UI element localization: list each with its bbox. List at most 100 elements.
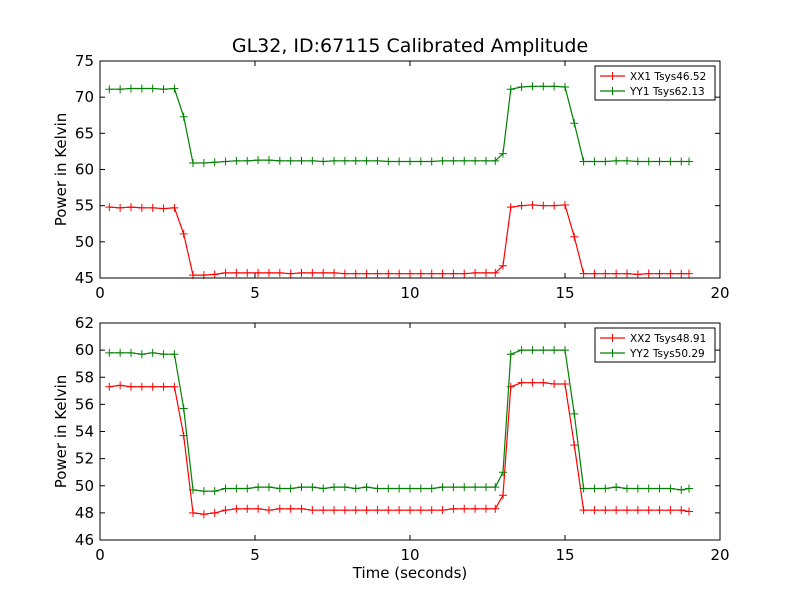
data-point-marker [297,504,306,513]
data-point-marker [179,112,188,121]
data-point-marker [655,506,664,515]
data-point-marker [148,382,157,391]
data-point-marker [427,484,436,493]
data-point-marker [297,268,306,277]
data-point-marker [221,268,230,277]
data-point-marker [340,156,349,165]
data-point-marker [221,506,230,515]
data-point-marker [491,504,500,513]
data-point-marker [570,441,579,450]
data-point-marker [685,269,693,278]
legend: XX1 Tsys46.52 YY1 Tsys62.13 [594,65,716,101]
data-point-marker [210,270,219,279]
data-point-marker [179,404,188,413]
data-point-marker [351,156,360,165]
data-point-marker [623,484,631,493]
data-point-marker [623,506,631,515]
data-point-marker [406,506,414,515]
data-point-marker [275,484,284,493]
data-point-marker [116,203,125,212]
data-point-marker [644,269,653,278]
data-point-marker [243,268,252,277]
y-tick-label: 62 [75,314,94,332]
data-point-marker [330,268,339,277]
x-tick-label: 15 [555,546,574,564]
data-point-marker [275,156,284,165]
data-point-marker [254,268,263,277]
data-point-marker [170,350,179,359]
data-point-marker [137,382,146,391]
data-point-marker [148,203,157,212]
data-point-marker [319,484,328,493]
data-point-marker [319,157,328,166]
data-point-marker [137,203,146,212]
data-point-marker [105,348,114,357]
data-point-marker [517,201,526,210]
data-point-marker [601,506,610,515]
data-point-marker [105,203,114,212]
data-point-marker [539,82,548,91]
data-point-marker [623,269,631,278]
data-point-marker [561,83,569,92]
data-point-marker [517,346,526,355]
data-point-marker [685,484,693,493]
data-point-marker [373,484,382,493]
data-point-marker [471,156,480,165]
data-point-marker [579,506,588,515]
data-point-marker [243,484,252,493]
data-point-marker [297,483,306,492]
legend-entry-label: XX1 Tsys46.52 [630,71,706,83]
x-axis-label: Time (seconds) [352,564,468,582]
data-point-marker [330,483,339,492]
data-point-marker [105,382,114,391]
data-point-marker [275,504,284,513]
data-point-marker [579,269,588,278]
data-point-marker [232,156,241,165]
data-point-marker [685,507,693,516]
data-point-marker [644,506,653,515]
data-point-marker [655,157,664,166]
data-point-marker [232,504,241,513]
data-point-marker [612,483,621,492]
data-point-marker [416,157,425,166]
data-point-marker [373,156,382,165]
data-point-marker [308,268,317,277]
data-point-marker [633,484,642,493]
data-point-marker [644,484,653,493]
data-point-marker [499,149,507,158]
data-point-marker [116,381,125,390]
data-point-marker [471,268,480,277]
legend-entry-label: XX2 Tsys48.91 [630,333,706,345]
data-point-marker [127,382,135,391]
data-point-marker [254,156,263,165]
data-point-marker [438,483,447,492]
data-point-marker [677,157,686,166]
y-tick-label: 75 [75,52,94,70]
data-point-marker [127,348,135,357]
data-point-marker [384,506,393,515]
data-point-marker [590,506,599,515]
data-point-marker [170,84,179,93]
x-tick-label: 10 [400,284,419,302]
x-tick-label: 20 [710,284,729,302]
data-point-marker [189,485,197,494]
data-point-marker [491,268,500,277]
data-point-marker [340,483,349,492]
data-point-marker [539,378,548,387]
data-point-marker [159,85,168,94]
data-point-marker [416,506,425,515]
data-point-marker [561,200,569,209]
data-point-marker [601,157,610,166]
data-point-marker [395,506,404,515]
data-point-marker [561,346,569,355]
data-point-marker [449,483,458,492]
data-point-marker [550,201,559,210]
data-point-marker [528,378,537,387]
data-point-marker [264,483,273,492]
data-point-marker [655,484,664,493]
data-point-marker [308,483,317,492]
data-point-marker [460,156,469,165]
data-point-marker [319,506,328,515]
legend-swatch-marker [608,72,617,80]
